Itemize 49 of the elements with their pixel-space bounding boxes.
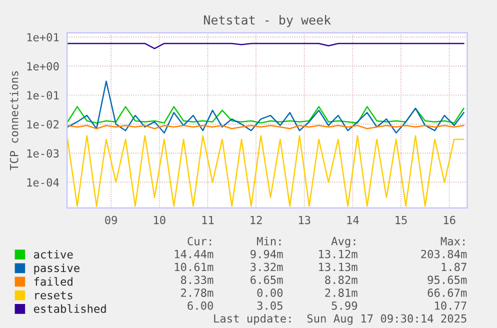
x-tick-label: 16 [444, 216, 456, 224]
text: 2.81m [325, 288, 358, 297]
text: 6.65m [250, 276, 283, 284]
text: 10.77 [435, 301, 466, 310]
line-series [67, 106, 464, 124]
text: Cur: [188, 236, 212, 246]
text: 2.78m [181, 288, 214, 297]
legend-label: established [34, 304, 106, 313]
y-tick-label: 1e-03 [27, 149, 59, 158]
legend-label: failed [34, 277, 72, 286]
x-tick-label: 13 [298, 216, 310, 224]
line-series [67, 135, 464, 207]
legend-label: active [34, 250, 73, 259]
text: 0.00 [257, 288, 283, 297]
text: 8.82m [325, 276, 358, 284]
x-tick-label: 10 [154, 216, 166, 224]
text: Min: [257, 236, 281, 246]
line-series [67, 80, 464, 134]
text: 13.13m [319, 262, 358, 272]
y-tick-label: 1e-02 [27, 120, 59, 129]
y-tick-label: 1e+00 [27, 62, 59, 70]
text: 203.84m [421, 250, 467, 258]
text: 10.61m [174, 262, 214, 272]
legend-label: resets [35, 291, 72, 300]
text: 95.65m [428, 276, 467, 284]
text: Max: [440, 237, 465, 246]
text: 3.32m [250, 262, 283, 272]
x-tick-label: 14 [347, 216, 359, 224]
x-tick-label: 11 [202, 216, 214, 224]
chart-title: Netstat - by week [204, 14, 331, 28]
text: 66.67m [428, 288, 467, 297]
legend-label: passive [34, 264, 80, 274]
text: 1.87 [442, 262, 466, 272]
text: 9.94m [250, 250, 283, 258]
x-tick-label: 15 [396, 216, 407, 224]
x-tick-label: 09 [105, 216, 117, 224]
text: 14.44m [174, 250, 214, 258]
text: 5.99 [332, 301, 358, 310]
text: Last update: Sun Aug 17 09:30:14 2025 [214, 314, 466, 325]
y-tick-label: 1e-04 [27, 178, 59, 187]
text: Avg: [331, 237, 356, 248]
text: 8.33m [180, 276, 214, 284]
x-tick-label: 12 [250, 216, 262, 224]
text: 3.05 [257, 301, 282, 310]
text: 13.12m [319, 250, 358, 258]
y-tick-label: 1e-01 [27, 91, 59, 100]
text: 6.00 [188, 301, 213, 310]
y-tick-label: 1e+01 [27, 33, 59, 42]
y-axis-title: TCP connections [10, 71, 18, 170]
